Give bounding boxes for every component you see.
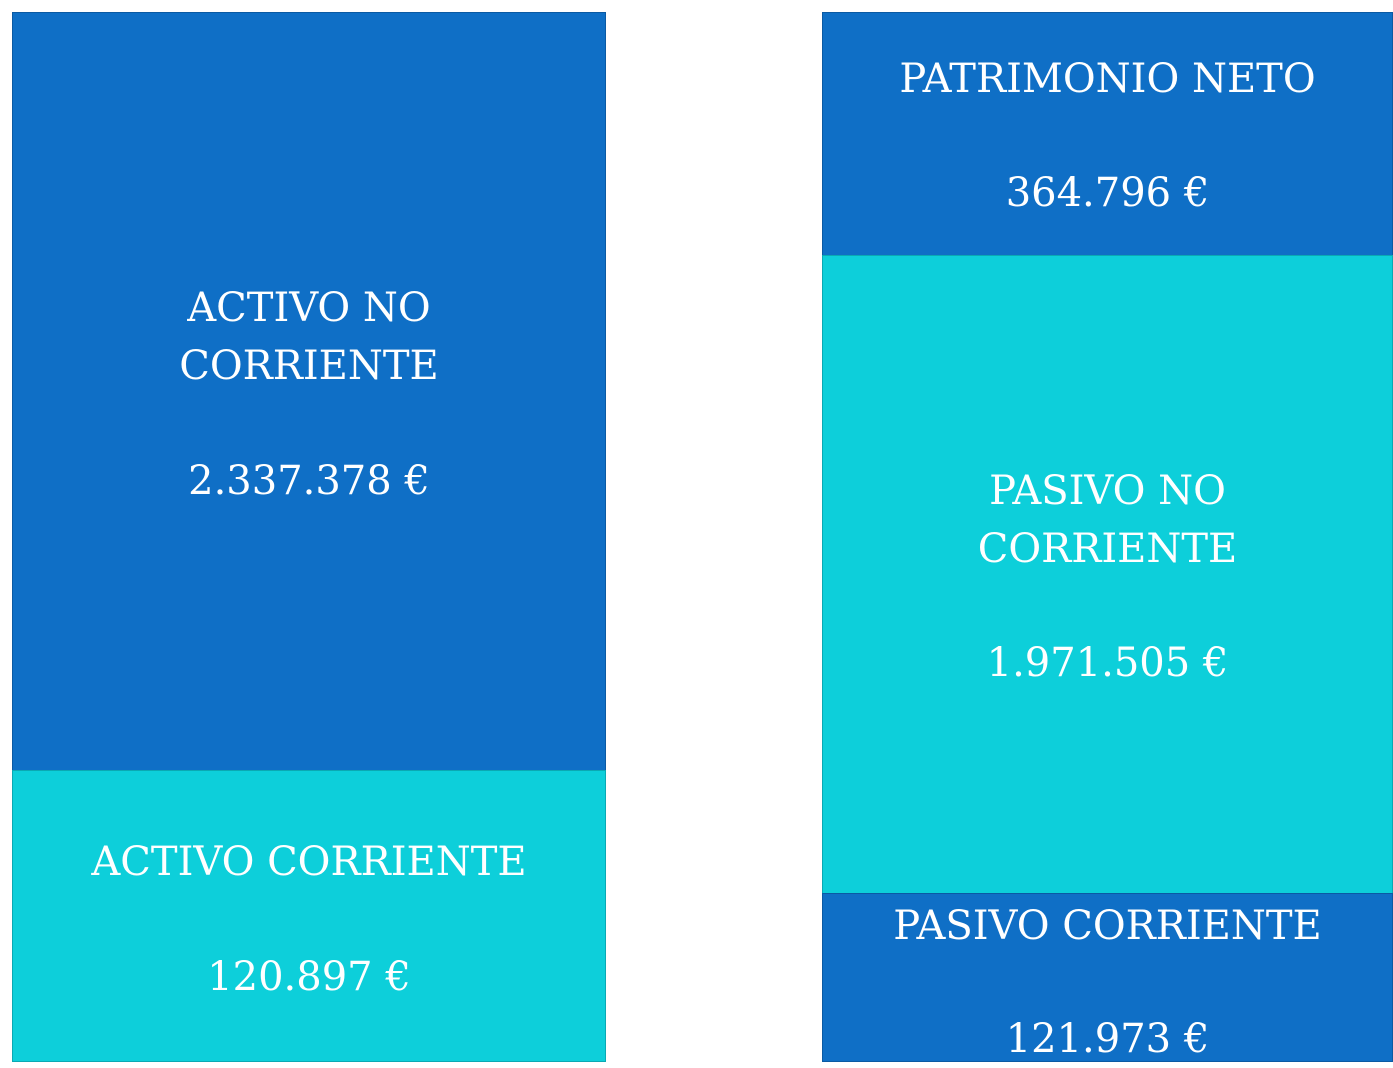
block-amount: 1.971.505 € — [986, 640, 1229, 686]
block-label: ACTIVO CORRIENTE — [91, 839, 527, 885]
liability-block: PATRIMONIO NETO 364.796 € — [822, 12, 1393, 256]
asset-block: ACTIVO CORRIENTE 120.897 € — [12, 770, 606, 1062]
asset-block: ACTIVO NO CORRIENTE 2.337.378 € — [12, 12, 606, 771]
block-amount: 2.337.378 € — [188, 458, 430, 504]
block-label: ACTIVO NO CORRIENTE — [179, 285, 439, 389]
liability-block: PASIVO CORRIENTE 121.973 € — [822, 893, 1393, 1062]
block-amount: 364.796 € — [1005, 170, 1210, 216]
block-amount: 121.973 € — [1005, 1016, 1210, 1062]
block-label: PASIVO NO CORRIENTE — [977, 468, 1238, 572]
block-amount: 120.897 € — [207, 954, 411, 1000]
block-label: PASIVO CORRIENTE — [893, 903, 1322, 949]
block-label: PATRIMONIO NETO — [899, 56, 1316, 102]
liability-block: PASIVO NO CORRIENTE 1.971.505 € — [822, 255, 1393, 894]
